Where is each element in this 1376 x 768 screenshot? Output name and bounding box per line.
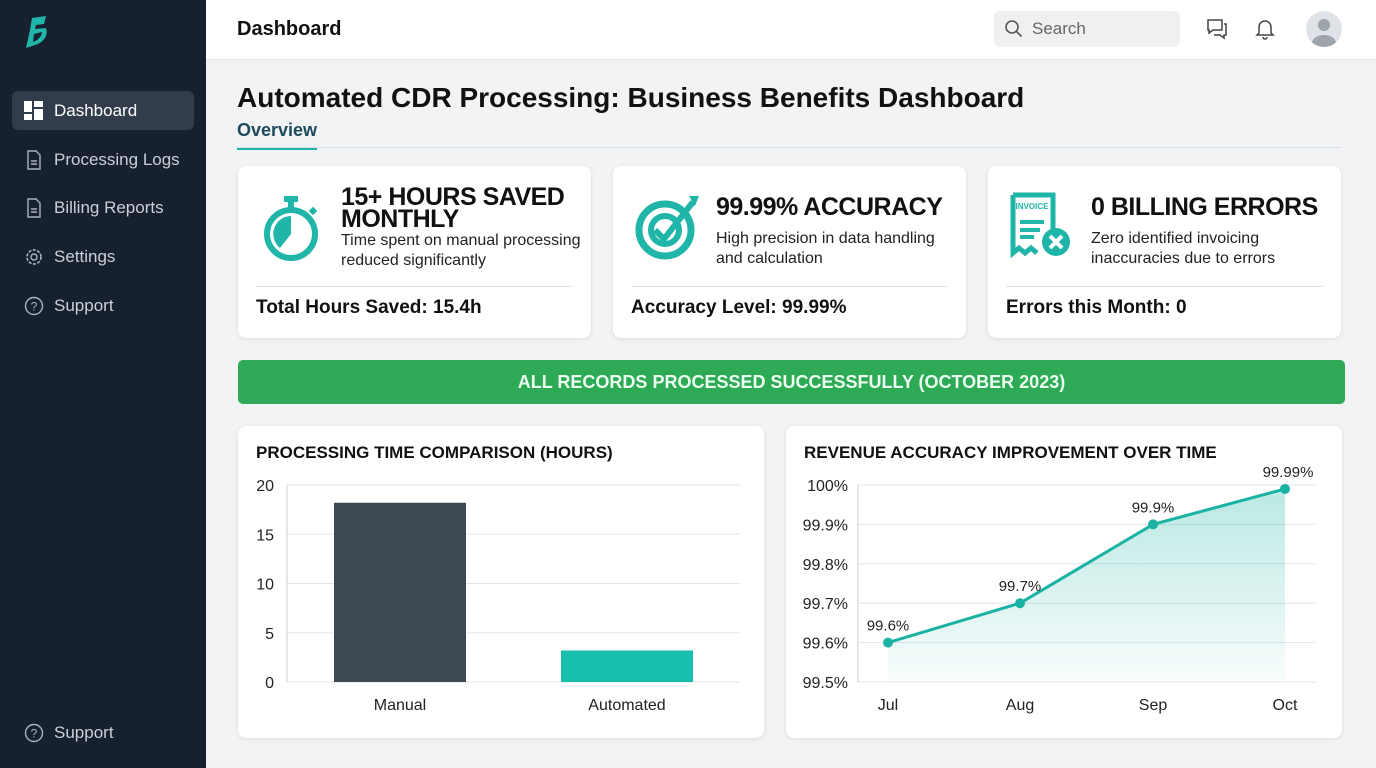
chart-title: REVENUE ACCURACY IMPROVEMENT OVER TIME [804,443,1217,462]
kpi-footer: Errors this Month: 0 [1006,297,1187,318]
search-input[interactable]: Search [994,11,1180,47]
x-tick-label: Oct [1273,697,1298,714]
data-point [1015,598,1025,609]
kpi-divider [1006,286,1323,287]
chart-title: PROCESSING TIME COMPARISON (HOURS) [256,443,613,462]
kpi-description: Zero identified invoicing inaccuracies d… [1091,230,1276,267]
y-tick-label: 20 [256,478,274,495]
data-label: 99.7% [999,578,1042,595]
kpi-divider [256,286,573,287]
kpi-description: High precision in data handling and calc… [716,230,935,267]
header: Dashboard Search [206,0,1376,60]
kpi-card-errors: INVOICE 0 BILLING ERRORS Zero identified… [988,166,1341,338]
x-tick-label: Automated [588,697,665,714]
kpi-description: Time spent on manual processing reduced … [341,232,581,269]
y-tick-label: 10 [256,577,274,594]
bar-manual [334,502,466,682]
y-tick-label: 99.9% [803,517,848,534]
data-point [1148,519,1158,530]
sidebar-item-label: Support [54,722,114,742]
data-label: 99.99% [1263,464,1314,481]
page-title: Automated CDR Processing: Business Benef… [237,82,1025,113]
x-tick-label: Jul [878,697,898,714]
status-banner: ALL RECORDS PROCESSED SUCCESSFULLY (OCTO… [238,360,1345,404]
bar-chart-card: 0 5 10 15 20 Manual Automated PROCESSING TIME … [238,426,764,738]
sidebar: Dashboard Processing Logs Billing Report… [0,0,206,768]
bar-chart: 0 5 10 15 20 Manual Automated [256,478,740,714]
series-line [887,487,1286,645]
kpi-footer: Accuracy Level: 99.99% [631,297,847,318]
data-point [883,637,893,648]
svg-text:?: ? [31,299,38,313]
kpi-footer: Total Hours Saved: 15.4h [256,297,482,318]
logo-icon [26,16,47,48]
x-tick-label: Aug [1006,697,1034,714]
tab-overview[interactable]: Overview [237,120,317,150]
data-label: 99.9% [1132,499,1175,516]
avatar[interactable] [1306,11,1342,47]
sidebar-item-processing-logs[interactable]: Processing Logs [12,140,194,179]
chat-icon[interactable] [1206,18,1228,40]
area-fill [888,488,1285,682]
kpi-divider [631,286,948,287]
help-icon: ? [24,723,44,742]
y-tick-label: 99.8% [803,557,848,574]
invoice-error-icon: INVOICE [1010,192,1070,259]
document-icon [27,149,41,170]
search-icon [1005,20,1023,38]
sidebar-item-dashboard[interactable]: Dashboard [12,91,194,130]
bell-icon[interactable] [1254,18,1276,40]
sidebar-item-label: Settings [54,246,116,266]
search-placeholder: Search [1032,19,1086,38]
header-title: Dashboard [237,18,342,40]
sidebar-footer-support[interactable]: ? Support [12,713,194,752]
svg-text:INVOICE: INVOICE [1016,202,1050,211]
x-tick-label: Sep [1139,697,1168,714]
target-check-icon [635,196,699,260]
y-tick-label: 5 [265,626,274,643]
y-tick-label: 99.7% [803,596,848,613]
sidebar-item-label: Support [54,295,114,315]
dashboard-icon [24,100,43,120]
stopwatch-icon [264,196,318,261]
x-tick-label: Manual [374,697,426,714]
sidebar-item-label: Dashboard [54,100,138,120]
line-chart-card: 99.5% 99.6% 99.7% 99.8% 99.9% 100% 99.6% Jul 99.… [786,426,1342,738]
kpi-title: 0 BILLING ERRORS [1091,193,1318,221]
kpi-card-accuracy: 99.99% ACCURACY High precision in data h… [613,166,966,338]
bar-automated [561,650,693,682]
data-point [1280,483,1290,494]
svg-text:?: ? [31,726,38,740]
y-tick-label: 0 [265,675,274,692]
y-tick-label: 100% [807,478,848,495]
document-icon [27,197,41,218]
kpi-title: 15+ HOURS SAVED MONTHLY [341,183,565,233]
sidebar-item-settings[interactable]: Settings [12,237,194,276]
kpi-card-hours: 15+ HOURS SAVED MONTHLY Time spent on ma… [238,166,591,338]
divider [237,147,1341,148]
help-icon: ? [24,296,44,315]
sidebar-item-support[interactable]: ? Support [12,286,194,325]
sidebar-item-label: Billing Reports [54,197,164,217]
sidebar-item-label: Processing Logs [54,149,180,169]
sidebar-item-billing-reports[interactable]: Billing Reports [12,188,194,227]
kpi-title: 99.99% ACCURACY [716,193,943,221]
y-tick-label: 99.6% [803,636,848,653]
gear-icon [26,248,42,265]
y-tick-label: 15 [256,527,274,544]
line-chart: 99.5% 99.6% 99.7% 99.8% 99.9% 100% 99.6% Jul 99.… [803,464,1315,714]
y-tick-label: 99.5% [803,675,848,692]
data-label: 99.6% [867,618,910,635]
